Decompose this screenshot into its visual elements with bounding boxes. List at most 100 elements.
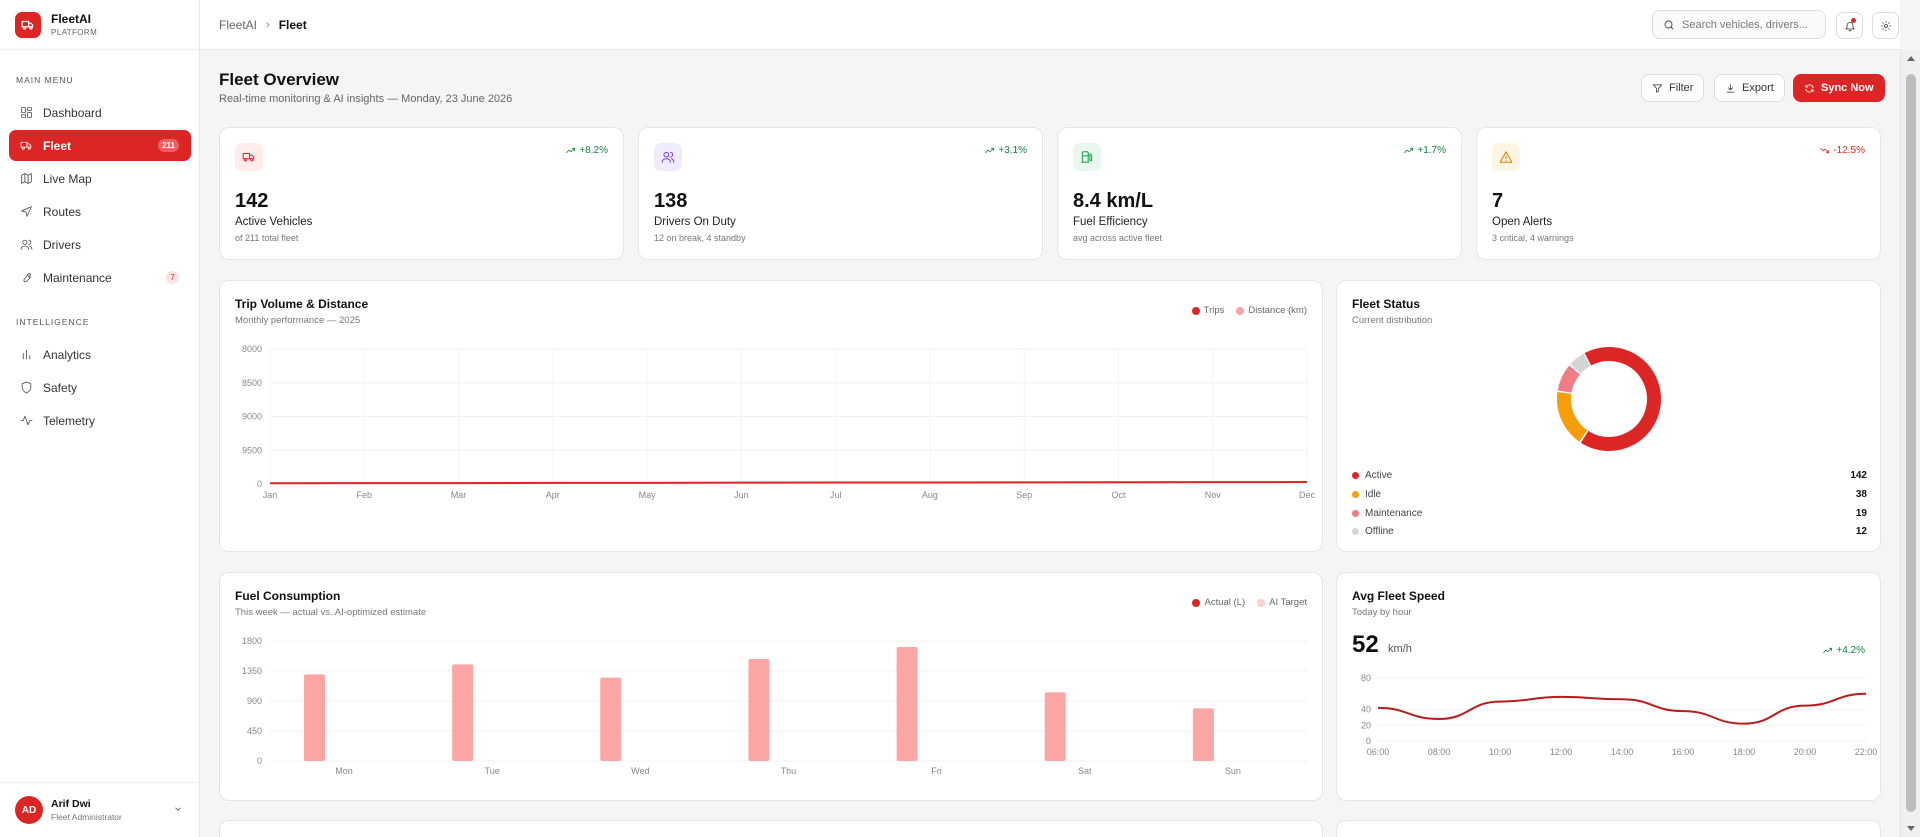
search-input[interactable] <box>1682 18 1822 31</box>
user-profile[interactable]: AD Arif Dwi Fleet Administrator <box>0 782 200 837</box>
avatar: AD <box>15 796 43 824</box>
sidebar-item-label: Fleet <box>43 138 72 153</box>
fleet-status-card: Fleet Status Current distribution Active… <box>1336 280 1881 552</box>
legend-item-ai-target[interactable]: AI Target <box>1257 597 1307 608</box>
truck-icon <box>242 153 255 162</box>
kpi-trend-value: -12.5% <box>1833 145 1865 156</box>
chart-legend: Actual (L) AI Target <box>1180 597 1307 608</box>
kpi-trend-value: +8.2% <box>579 145 608 156</box>
status-value: 19 <box>1855 507 1867 519</box>
chevron-down-icon[interactable] <box>173 804 183 814</box>
x-tick-label: Mon <box>335 766 353 776</box>
filter-button-label: Filter <box>1669 82 1694 94</box>
legend-swatch <box>1236 306 1245 315</box>
scroll-up-arrow-icon[interactable] <box>1907 56 1915 61</box>
status-row-maintenance: Maintenance 19 <box>1352 506 1867 520</box>
card-subtitle: Monthly performance — 2025 <box>235 315 361 326</box>
donut-slice-idle <box>1557 347 1661 451</box>
sidebar-item-live-map[interactable]: Live Map <box>9 163 191 194</box>
trending-down-icon <box>1820 147 1830 154</box>
notifications-button[interactable] <box>1836 12 1863 39</box>
activity-icon <box>20 415 33 426</box>
maintenance-count-badge: 7 <box>166 271 179 284</box>
kpi-icon-box <box>1492 143 1520 171</box>
x-tick-label: Sun <box>1225 766 1241 776</box>
x-tick-label: Mar <box>451 490 467 500</box>
series-line-trips <box>269 481 1308 485</box>
sidebar-item-analytics[interactable]: Analytics <box>9 339 191 370</box>
trip-volume-card: Trip Volume & Distance Monthly performan… <box>219 280 1323 552</box>
trip-volume-chart: 0 9500 9000 8500 8000 Jan Feb Mar Apr May Jun Jul Au… <box>242 344 1316 500</box>
sidebar-item-telemetry[interactable]: Telemetry <box>9 405 191 436</box>
x-tick-label: 16:00 <box>1672 747 1695 757</box>
status-row-idle: Idle 38 <box>1352 487 1867 501</box>
avg-speed-card: Avg Fleet Speed Today by hour 52 km/h +4… <box>1336 572 1881 801</box>
status-value: 38 <box>1855 488 1867 500</box>
x-tick-label: Apr <box>546 490 560 500</box>
kpi-card-fuel-efficiency: +1.7% 8.4 km/L Fuel Efficiency avg acros… <box>1057 127 1462 260</box>
y-tick-label: 450 <box>247 726 262 736</box>
main-menu: Dashboard Fleet 211 Live Map Routes Driv… <box>0 97 200 293</box>
legend-label: AI Target <box>1269 597 1307 608</box>
y-tick-label: 8500 <box>242 378 262 388</box>
sidebar-item-safety[interactable]: Safety <box>9 372 191 403</box>
scrollbar-thumb[interactable] <box>1906 74 1916 812</box>
fuel-consumption-card: Fuel Consumption This week — actual vs. … <box>219 572 1323 801</box>
avg-speed-chart: 0 20 40 80 06:00 08:00 10:00 12:00 14:00 16:00 18:… <box>1361 673 1877 757</box>
brand: FleetAI PLATFORM <box>0 0 199 50</box>
kpi-sub: 12 on break, 4 standby <box>654 233 746 243</box>
sidebar-item-dashboard[interactable]: Dashboard <box>9 97 191 128</box>
gear-icon <box>1880 20 1891 31</box>
legend-swatch <box>1257 598 1266 607</box>
page-scrollbar[interactable] <box>1900 50 1920 837</box>
fleet-status-donut-chart <box>1557 347 1661 451</box>
bar-fri <box>896 647 918 761</box>
search-box[interactable] <box>1652 10 1826 39</box>
sidebar-item-routes[interactable]: Routes <box>9 196 191 227</box>
kpi-icon-box <box>1073 143 1101 171</box>
export-button[interactable]: Export <box>1714 74 1785 102</box>
kpi-value: 142 <box>235 190 269 212</box>
settings-button[interactable] <box>1872 12 1899 39</box>
kpi-sub: avg across active fleet <box>1073 233 1163 243</box>
legend-item-trips[interactable]: Trips <box>1191 305 1224 316</box>
lower-card-right <box>1336 820 1881 837</box>
speed-trend: +4.2% <box>1822 645 1865 656</box>
x-tick-label: Sat <box>1078 766 1092 776</box>
legend-swatch <box>1191 306 1200 315</box>
sidebar-item-fleet[interactable]: Fleet 211 <box>9 130 191 161</box>
legend-item-distance[interactable]: Distance (km) <box>1236 305 1307 316</box>
map-icon <box>21 173 32 184</box>
card-subtitle: This week — actual vs. AI-optimized esti… <box>235 607 427 618</box>
x-tick-label: Jan <box>263 490 278 500</box>
trending-up-icon <box>1404 147 1414 154</box>
x-tick-label: 10:00 <box>1489 747 1512 757</box>
card-title: Avg Fleet Speed <box>1352 589 1445 603</box>
brand-logo-icon <box>15 11 41 38</box>
sidebar-item-drivers[interactable]: Drivers <box>9 229 191 260</box>
breadcrumb-root[interactable]: FleetAI <box>219 18 258 32</box>
x-tick-label: Tue <box>485 766 500 776</box>
kpi-sub: of 211 total fleet <box>235 233 299 243</box>
scroll-down-arrow-icon[interactable] <box>1907 826 1915 831</box>
x-tick-label: Jun <box>734 490 749 500</box>
filter-button[interactable]: Filter <box>1641 74 1705 102</box>
kpi-label: Drivers On Duty <box>654 216 736 228</box>
kpi-trend-value: +3.1% <box>998 145 1027 156</box>
status-label: Offline <box>1365 525 1394 537</box>
status-swatch <box>1352 509 1359 517</box>
legend-swatch <box>1192 598 1201 607</box>
user-name: Arif Dwi <box>51 798 91 810</box>
legend-item-actual[interactable]: Actual (L) <box>1192 597 1245 608</box>
kpi-card-drivers-on-duty: +3.1% 138 Drivers On Duty 12 on break, 4… <box>638 127 1043 260</box>
legend-label: Distance (km) <box>1248 305 1307 316</box>
y-tick-label: 9500 <box>242 445 262 455</box>
kpi-trend: -12.5% <box>1819 145 1865 156</box>
x-tick-label: Sep <box>1016 490 1032 500</box>
sync-now-button[interactable]: Sync Now <box>1793 74 1885 102</box>
card-title: Fuel Consumption <box>235 589 341 603</box>
intelligence-menu: Analytics Safety Telemetry <box>0 339 200 436</box>
sidebar-item-maintenance[interactable]: Maintenance 7 <box>9 262 191 293</box>
brand-subtitle: PLATFORM <box>51 28 98 37</box>
kpi-label: Open Alerts <box>1492 216 1553 228</box>
